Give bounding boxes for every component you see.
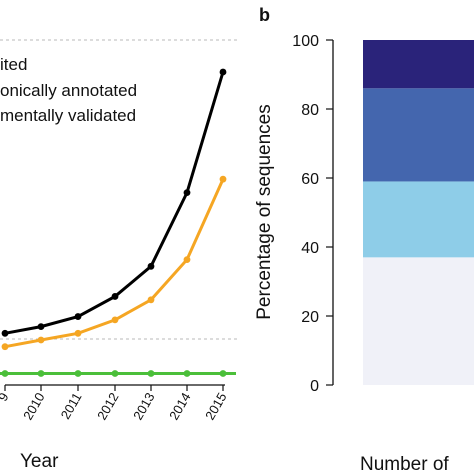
x-tick-label: 2010	[20, 390, 47, 423]
legend-entry: mentally validated	[0, 106, 136, 125]
data-point	[74, 329, 82, 337]
bar-segment-3	[363, 40, 474, 89]
legend-entry: ited	[0, 55, 27, 74]
data-point	[147, 262, 155, 270]
data-point	[74, 370, 82, 377]
data-point	[74, 313, 82, 320]
panel-label: b	[259, 5, 270, 25]
data-point	[1, 329, 9, 337]
y-tick-label: 60	[301, 171, 319, 188]
legend-entry: onically annotated	[0, 81, 137, 100]
x-axis-ticks: 9 2010 2011 2012 2013 2014 2015	[0, 385, 230, 423]
data-point	[1, 370, 9, 377]
x-axis-title: Number of	[360, 454, 449, 474]
y-tick-label: 80	[301, 102, 319, 119]
data-point	[37, 323, 45, 330]
y-tick-label: 40	[301, 240, 319, 257]
x-tick-label: 2011	[58, 390, 85, 422]
data-point	[183, 370, 191, 377]
series-group	[0, 68, 236, 377]
data-point	[111, 370, 119, 377]
panel-b-stacked-bar: b Percentage of sequences 0 20 40 60 80 100 N…	[254, 5, 474, 474]
data-point	[183, 256, 191, 263]
data-point	[37, 370, 45, 377]
bar-segment-1	[363, 181, 474, 258]
x-tick-label: 2012	[94, 390, 121, 423]
y-axis-title: Percentage of sequences	[254, 104, 275, 320]
y-axis-ticks: 0 20 40 60 80 100	[292, 33, 333, 395]
data-point	[219, 175, 227, 183]
y-tick-label: 100	[292, 33, 319, 50]
data-point	[219, 68, 227, 76]
data-point	[1, 343, 9, 351]
panel-a-line-chart: ited onically annotated mentally validated…	[0, 39, 238, 472]
x-tick-label: 2013	[130, 390, 157, 423]
data-point	[111, 316, 119, 324]
y-tick-label: 0	[310, 378, 319, 395]
y-tick-label: 20	[301, 309, 319, 326]
data-point	[147, 296, 155, 304]
data-point	[219, 370, 227, 377]
x-tick-label: 9	[0, 390, 12, 404]
data-point	[183, 189, 191, 197]
data-point	[111, 293, 119, 300]
legend: ited onically annotated mentally validated	[0, 55, 137, 125]
bar-segment-2	[363, 88, 474, 182]
stacked-bar	[363, 40, 474, 385]
data-point	[147, 370, 155, 377]
data-point	[37, 336, 45, 344]
x-axis-title: Year	[20, 451, 59, 472]
bar-segment-0	[363, 257, 474, 385]
x-tick-label: 2014	[166, 390, 193, 423]
x-tick-label: 2015	[202, 390, 229, 423]
